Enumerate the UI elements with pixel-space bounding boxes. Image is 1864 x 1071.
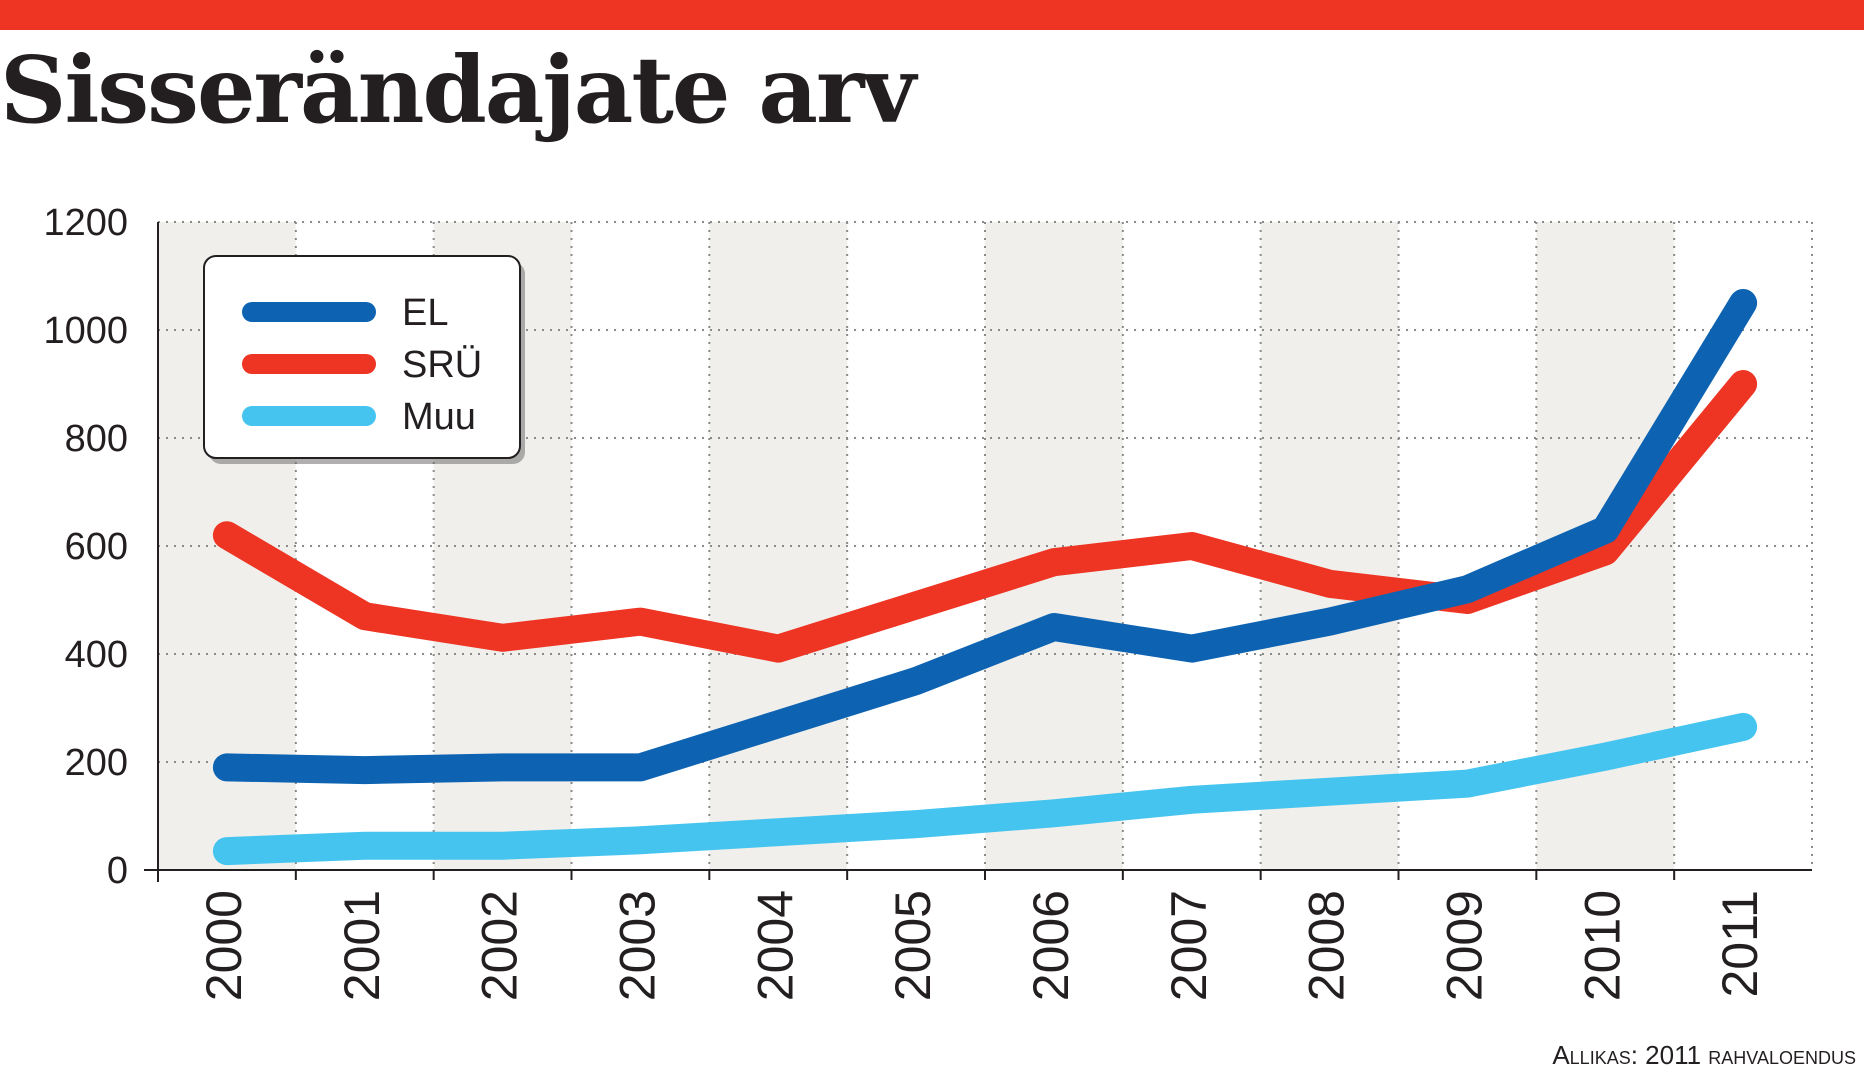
y-tick-label: 200 xyxy=(65,742,128,784)
legend-label: Muu xyxy=(402,396,476,438)
y-tick-label: 600 xyxy=(65,526,128,568)
x-tick-label: 2004 xyxy=(747,890,803,1001)
x-tick-label: 2011 xyxy=(1712,890,1768,998)
y-axis-ticks: 0 200 400 600 800 1000 1200 xyxy=(43,202,128,892)
x-tick-label: 2003 xyxy=(609,890,665,1001)
series-line-muu xyxy=(212,712,1758,866)
x-tick-label: 2005 xyxy=(885,890,941,1001)
x-tick-label: 2001 xyxy=(334,890,390,1001)
series-line-el xyxy=(212,289,1758,785)
top-accent-bar xyxy=(0,0,1864,30)
y-tick-label: 1200 xyxy=(43,202,128,244)
axes xyxy=(144,222,1812,882)
chart-title: Sisserändajate arv xyxy=(0,36,916,144)
x-tick-label: 2010 xyxy=(1574,890,1630,1001)
legend: EL SRÜ Muu xyxy=(203,255,525,464)
x-axis-ticks: 2000 2001 2002 2003 2004 2005 2006 2007 2008 2009… xyxy=(196,890,1768,1001)
y-tick-label: 800 xyxy=(65,418,128,460)
series-lines xyxy=(212,289,1758,866)
legend-label: EL xyxy=(402,292,448,334)
column-band xyxy=(1260,222,1399,870)
source-note: Allikas: 2011 rahvaloendus xyxy=(1552,1040,1856,1070)
y-tick-label: 1000 xyxy=(43,310,128,352)
x-tick-label: 2000 xyxy=(196,890,252,1001)
y-tick-label: 0 xyxy=(107,850,128,892)
x-tick-label: 2006 xyxy=(1023,890,1079,1001)
x-tick-label: 2008 xyxy=(1299,890,1355,1001)
x-tick-label: 2007 xyxy=(1161,890,1217,1001)
x-tick-label: 2002 xyxy=(472,890,528,1001)
y-tick-label: 400 xyxy=(65,634,128,676)
legend-label: SRÜ xyxy=(402,344,482,386)
x-tick-label: 2009 xyxy=(1436,890,1492,1001)
column-band xyxy=(709,222,848,870)
